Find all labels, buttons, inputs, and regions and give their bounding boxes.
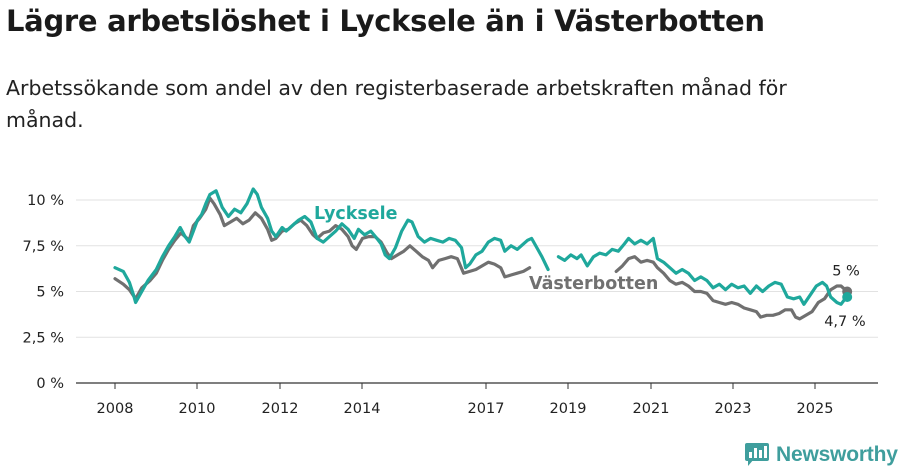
x-tick-label: 2008 (97, 401, 134, 417)
series-label-vasterbotten: Västerbotten (529, 274, 658, 294)
y-tick-label: 0 % (36, 376, 64, 392)
x-tick-label: 2012 (262, 401, 299, 417)
series-lines (113, 187, 853, 321)
x-tick-label: 2017 (468, 401, 505, 417)
series-line-vasterbotten (113, 196, 849, 321)
series-line-lycksele (113, 187, 849, 306)
x-tick-label: 2025 (797, 401, 834, 417)
x-tick-label: 2014 (344, 401, 381, 417)
newsworthy-logo-icon (745, 443, 769, 466)
y-tick-label: 5 % (36, 285, 64, 301)
series-label-lycksele: Lycksele (314, 204, 398, 224)
end-point-lycksele (842, 291, 853, 302)
brand-name: Newsworthy (776, 443, 898, 466)
chart-title: Lägre arbetslöshet i Lycksele än i Väste… (6, 4, 765, 38)
chart-subtitle: Arbetssökande som andel av den registerb… (6, 76, 787, 132)
x-tick-label: 2010 (179, 401, 216, 417)
x-tick-label: 2019 (550, 401, 587, 417)
axes: 0 % 2,5 % 5 % 7,5 % 10 % 2008 2010 2012 2014 2017… (23, 193, 878, 417)
end-value-label-lycksele: 4,7 % (824, 314, 865, 330)
y-tick-label: 10 % (27, 193, 64, 209)
y-tick-label: 7,5 % (23, 239, 64, 255)
chart-labels: Lycksele Västerbotten 5 % 4,7 % (314, 204, 866, 330)
brand-logo: Newsworthy (744, 442, 898, 468)
end-value-label-vasterbotten: 5 % (832, 264, 860, 280)
y-tick-label: 2,5 % (23, 330, 64, 346)
x-tick-label: 2021 (633, 401, 670, 417)
x-tick-label: 2023 (715, 401, 752, 417)
